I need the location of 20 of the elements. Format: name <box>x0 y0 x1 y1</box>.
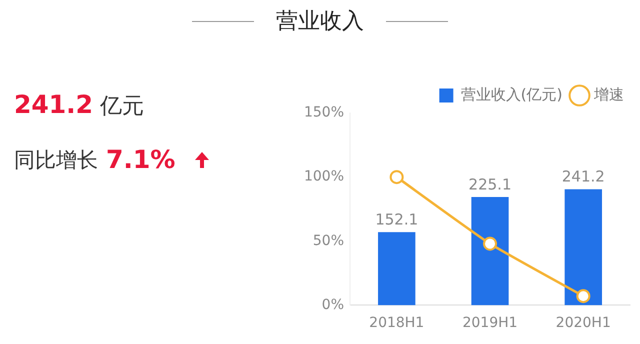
text: 241.2 <box>14 90 94 119</box>
text: 7.1% <box>106 145 176 174</box>
x-tick-label: 2019H1 <box>462 315 518 332</box>
y-tick-label: 100% <box>304 168 344 185</box>
point <box>483 236 498 251</box>
point <box>576 289 590 304</box>
data-label: 152.1 <box>375 210 418 229</box>
data-label: 241.2 <box>562 168 605 186</box>
y-tick-label: 50% <box>312 232 344 249</box>
x-tick-label: 2018H1 <box>369 315 424 332</box>
text: 亿元 <box>100 94 144 119</box>
data-label: 225.1 <box>468 175 512 194</box>
y-tick-label: 150% <box>304 104 344 121</box>
legend-label: 增速 <box>593 85 624 104</box>
text: 同比增长 <box>14 146 98 174</box>
legend-label: 营业收入(亿元) <box>460 85 563 104</box>
x-tick-label: 2020H1 <box>556 315 611 332</box>
chart-title: 营业收入 <box>276 8 364 36</box>
y-tick-label: 0% <box>322 296 344 313</box>
point <box>390 170 404 184</box>
